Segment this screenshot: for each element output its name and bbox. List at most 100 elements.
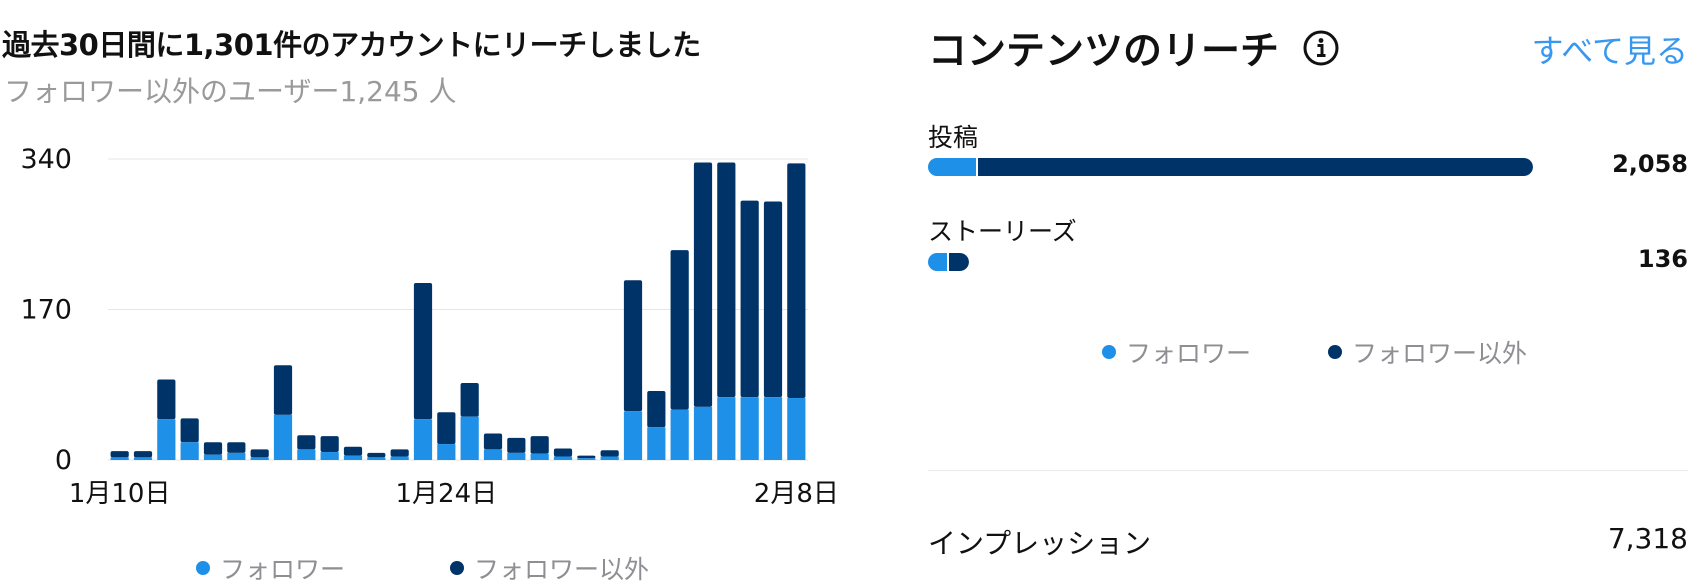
bar-followers-2月1日 (623, 411, 643, 460)
content-legend-followers: フォロワー (1102, 334, 1251, 370)
bar-followers-1月19日 (320, 452, 339, 460)
bar-followers-1月29日 (553, 456, 573, 460)
non-followers-dot-icon (1328, 345, 1342, 359)
bar-non-followers-1月20日 (343, 446, 363, 456)
x-tick-label: 1月24日 (396, 479, 498, 509)
bar-non-followers-1月29日 (553, 448, 573, 457)
see-all-link[interactable]: すべて見る (1531, 32, 1688, 70)
bar-non-followers-1月10日 (110, 451, 129, 458)
bar-followers-1月13日 (180, 442, 199, 460)
bar-non-followers-1月18日 (297, 435, 316, 450)
bar-followers-2月4日 (693, 406, 713, 460)
bar-non-followers-1月13日 (180, 418, 199, 443)
bar-non-followers-1月28日 (530, 436, 549, 454)
bar-followers-2月2日 (647, 427, 666, 460)
reach-summary-title: 過去30日間に1,301件のアカウントにリーチしました (2, 28, 701, 62)
stories-reach-bar (928, 253, 969, 271)
bar-followers-1月12日 (157, 419, 176, 460)
bar-followers-1月25日 (460, 416, 479, 460)
bar-non-followers-2月3日 (670, 250, 689, 410)
stories-reach-value: 136 (1637, 245, 1688, 273)
y-tick-label: 340 (20, 144, 72, 175)
content-legend-non-followers-label: フォロワー以外 (1352, 339, 1528, 368)
bar-non-followers-1月24日 (437, 412, 456, 445)
bar-followers-1月11日 (133, 457, 153, 460)
bar-followers-1月22日 (390, 456, 409, 460)
bar-non-followers-1月19日 (320, 436, 339, 453)
bar-followers-1月31日 (600, 456, 619, 460)
bar-followers-1月20日 (343, 455, 363, 460)
bar-followers-1月21日 (367, 457, 386, 460)
bar-non-followers-2月6日 (740, 200, 759, 398)
content-reach-header: コンテンツのリーチ (928, 20, 1341, 76)
bar-non-followers-1月17日 (273, 365, 293, 415)
bar-non-followers-2月7日 (763, 201, 783, 398)
bar-non-followers-1月23日 (413, 282, 433, 420)
bar-non-followers-2月8日 (787, 163, 806, 399)
followers-dot-icon (196, 561, 210, 575)
reach-summary-subtitle: フォロワー以外のユーザー1,245 人 (4, 75, 457, 108)
info-icon[interactable] (1301, 28, 1341, 68)
followers-dot-icon (1102, 345, 1116, 359)
bar-followers-2月5日 (717, 397, 736, 460)
x-tick-label: 1月10日 (69, 479, 171, 509)
bar-followers-2月6日 (740, 397, 759, 460)
bar-non-followers-2月4日 (693, 162, 713, 407)
bar-followers-1月16日 (250, 457, 269, 460)
bar-non-followers-1月30日 (577, 455, 596, 459)
bar-followers-1月26日 (483, 449, 503, 460)
bar-followers-1月18日 (297, 449, 316, 460)
impressions-label: インプレッション (928, 527, 1152, 560)
y-tick-label: 0 (55, 445, 72, 476)
stories-non-followers-segment (949, 253, 969, 271)
bar-non-followers-1月25日 (460, 382, 479, 417)
bar-non-followers-1月14日 (203, 442, 223, 455)
bar-non-followers-1月16日 (250, 449, 269, 458)
bar-non-followers-1月15日 (227, 442, 246, 453)
non-followers-dot-icon (450, 561, 464, 575)
impressions-value: 7,318 (1607, 522, 1688, 555)
content-reach-title: コンテンツのリーチ (928, 29, 1280, 74)
bar-non-followers-1月12日 (157, 379, 176, 420)
chart-legend-non-followers: フォロワー以外 (450, 550, 649, 586)
posts-reach-value: 2,058 (1612, 150, 1688, 178)
bar-non-followers-2月2日 (647, 390, 666, 428)
content-legend-followers-label: フォロワー (1126, 339, 1252, 368)
content-legend-non-followers: フォロワー以外 (1328, 334, 1527, 370)
chart-legend-non-followers-label: フォロワー以外 (474, 555, 650, 584)
bar-followers-1月10日 (110, 457, 129, 460)
posts-reach-bar (928, 158, 1533, 176)
bar-non-followers-2月1日 (623, 280, 643, 412)
bar-followers-1月14日 (203, 454, 223, 460)
bar-followers-1月30日 (577, 458, 596, 460)
chart-bars (110, 162, 806, 460)
bar-followers-1月15日 (227, 452, 246, 460)
chart-legend-followers-label: フォロワー (220, 555, 346, 584)
bar-followers-2月7日 (763, 397, 783, 460)
bar-gap (976, 158, 978, 176)
bar-gap (947, 253, 949, 271)
bar-non-followers-1月11日 (133, 451, 153, 458)
bar-followers-2月3日 (670, 409, 689, 460)
stories-row-label: ストーリーズ (928, 217, 1077, 246)
bar-followers-1月17日 (273, 414, 293, 460)
x-tick-label: 2月8日 (754, 479, 839, 509)
bar-non-followers-2月5日 (717, 162, 736, 398)
bar-followers-1月24日 (437, 444, 456, 460)
bar-followers-1月23日 (413, 419, 433, 460)
chart-grid (108, 158, 808, 461)
bar-followers-1月27日 (507, 452, 526, 460)
bar-non-followers-1月26日 (483, 433, 503, 450)
chart-legend-followers: フォロワー (196, 550, 345, 586)
bar-non-followers-1月27日 (507, 437, 526, 453)
bar-non-followers-1月31日 (600, 450, 619, 457)
posts-followers-segment (928, 158, 976, 176)
bar-followers-2月8日 (787, 398, 806, 460)
stories-followers-segment (928, 253, 947, 271)
posts-non-followers-segment (978, 158, 1533, 176)
bar-non-followers-1月21日 (367, 452, 386, 458)
posts-row-label: 投稿 (928, 123, 979, 152)
bar-followers-1月28日 (530, 453, 549, 460)
